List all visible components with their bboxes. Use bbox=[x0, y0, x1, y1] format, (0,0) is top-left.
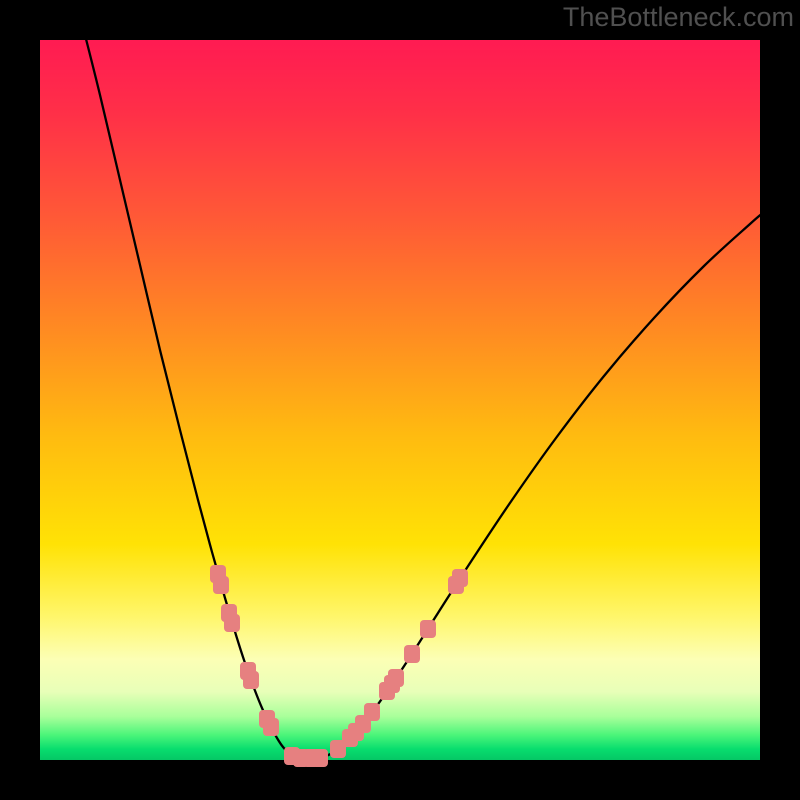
plot-area bbox=[40, 40, 760, 760]
data-marker bbox=[388, 669, 404, 687]
data-marker bbox=[404, 645, 420, 663]
markers-layer bbox=[40, 40, 760, 760]
data-marker bbox=[224, 614, 240, 632]
data-marker bbox=[452, 569, 468, 587]
data-marker bbox=[312, 749, 328, 767]
data-marker bbox=[263, 718, 279, 736]
data-marker bbox=[213, 576, 229, 594]
data-marker bbox=[243, 671, 259, 689]
outer-frame: TheBottleneck.com bbox=[0, 0, 800, 800]
watermark-text: TheBottleneck.com bbox=[563, 2, 794, 33]
data-marker bbox=[364, 703, 380, 721]
data-marker bbox=[420, 620, 436, 638]
